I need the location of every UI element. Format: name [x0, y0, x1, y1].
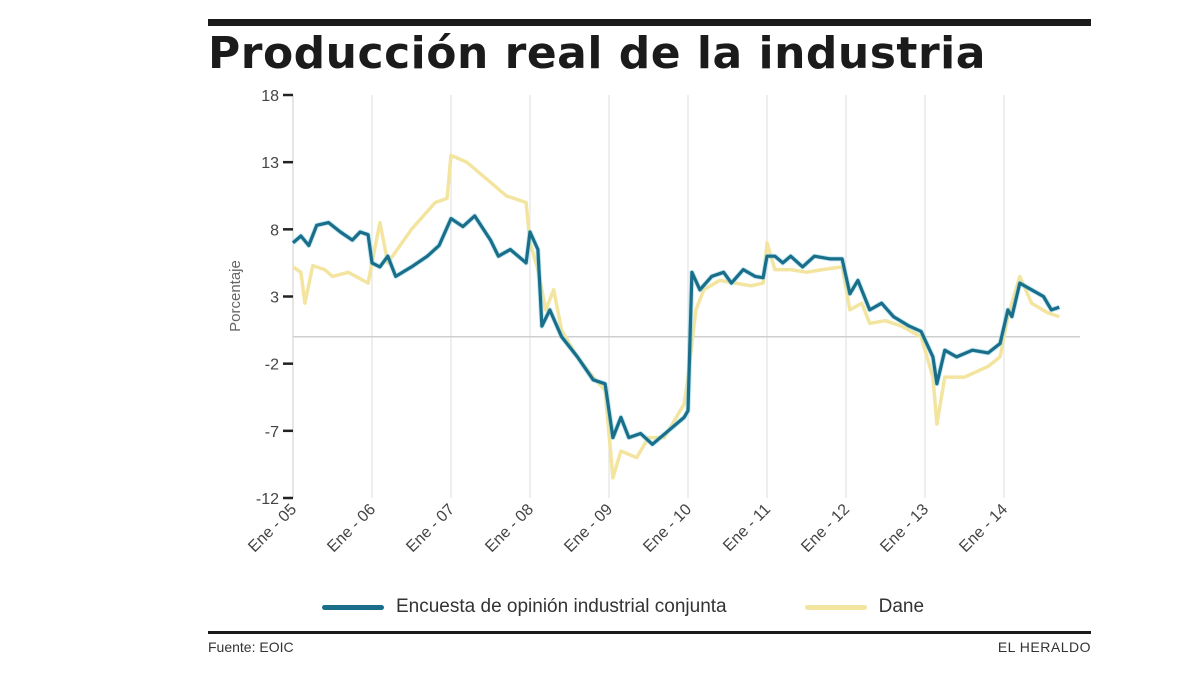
series-line-dane	[292, 153, 1060, 480]
x-tick-label: Ene - 11	[720, 501, 774, 555]
footer-rule	[208, 631, 1091, 634]
series-lines	[291, 153, 1061, 480]
y-tick-label: 3	[270, 290, 279, 307]
chart-title: Producción real de la industria	[208, 28, 986, 79]
x-tick-label: Ene - 10	[640, 501, 695, 556]
x-tick-label: Ene - 13	[877, 501, 932, 556]
x-axis: Ene - 05 Ene - 06 Ene - 07 Ene - 08 Ene - 09…	[245, 501, 1011, 556]
x-tick-label: Ene - 09	[561, 501, 616, 556]
top-rule	[208, 19, 1091, 26]
grid	[293, 95, 1080, 498]
y-axis-label: Porcentaje	[227, 260, 244, 332]
legend-swatch-dane	[804, 604, 867, 610]
legend-item-eoic: Encuesta de opinión industrial conjunta	[322, 596, 727, 618]
legend: Encuesta de opinión industrial conjunta …	[322, 596, 924, 618]
y-tick-label: -7	[265, 424, 279, 441]
x-tick-label: Ene - 14	[956, 501, 1011, 556]
source-note: Fuente: EOIC	[208, 639, 294, 655]
y-tick-label: 13	[261, 155, 279, 172]
y-tick-label: -12	[256, 491, 279, 508]
series-glow-eoic	[291, 213, 1061, 447]
x-tick-label: Ene - 05	[245, 501, 300, 556]
legend-swatch-eoic	[322, 604, 384, 610]
y-tick-label: 8	[270, 222, 279, 239]
y-tick-label: -2	[265, 357, 279, 374]
legend-item-dane: Dane	[804, 596, 925, 618]
x-tick-label: Ene - 07	[403, 501, 458, 556]
series-line-eoic	[291, 214, 1060, 446]
y-tick-label: 18	[261, 88, 279, 105]
x-tick-label: Ene - 08	[482, 501, 537, 556]
x-tick-label: Ene - 12	[798, 501, 853, 556]
y-axis: 18 13 8 3 -2 -7 -12	[256, 88, 294, 508]
x-tick-label: Ene - 06	[324, 501, 379, 556]
legend-label-dane: Dane	[878, 596, 925, 617]
legend-label-eoic: Encuesta de opinión industrial conjunta	[396, 596, 727, 617]
publisher-credit: EL HERALDO	[997, 639, 1091, 655]
